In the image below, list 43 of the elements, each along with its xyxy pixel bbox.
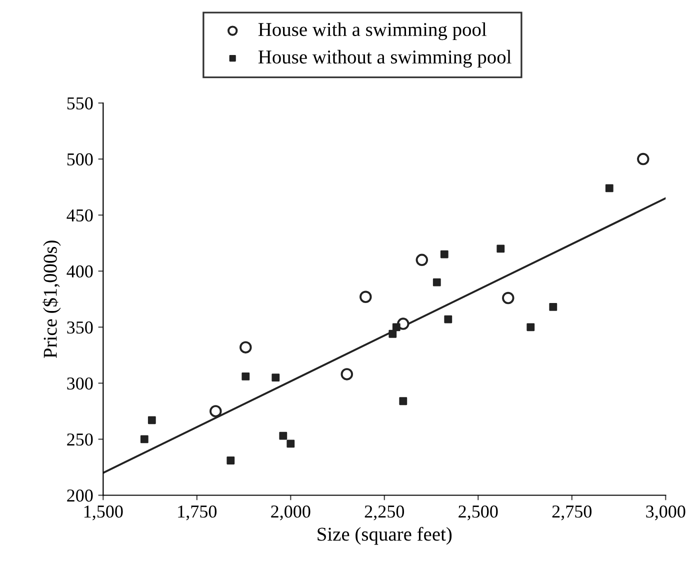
x-tick-label: 1,500 — [84, 505, 123, 520]
point — [444, 315, 452, 324]
y-tick-label: 350 — [67, 321, 93, 334]
point — [210, 405, 222, 418]
point — [526, 323, 535, 332]
point — [148, 416, 156, 424]
y-tick-label: 300 — [67, 377, 93, 390]
point — [286, 440, 295, 448]
y-tick-label: 400 — [66, 265, 93, 278]
point — [272, 374, 280, 382]
point — [416, 254, 428, 266]
point — [399, 397, 408, 406]
y-tick-label: 450 — [66, 209, 93, 222]
point — [432, 278, 441, 286]
x-tick-label: 2,250 — [364, 505, 404, 520]
x-tick-label: 2,750 — [552, 505, 592, 520]
point — [440, 250, 448, 258]
x-tick-label: 3,000 — [646, 505, 686, 520]
point — [388, 330, 397, 338]
y-tick-label: 200 — [67, 490, 93, 502]
x-tick-label: 2,000 — [271, 505, 310, 520]
legend-label: House with a swimming pool — [258, 22, 486, 40]
point — [502, 292, 514, 304]
x-tick-label: 2,500 — [458, 505, 498, 520]
point — [242, 372, 250, 380]
point — [549, 303, 558, 311]
point — [340, 368, 354, 380]
x-axis-title: Size (square feet) — [318, 526, 452, 545]
point — [496, 244, 505, 253]
point — [279, 432, 288, 440]
point — [392, 323, 400, 332]
point — [637, 152, 650, 166]
point — [605, 184, 614, 192]
y-tick-label: 550 — [67, 97, 93, 110]
x-tick-label: 1,750 — [178, 505, 217, 520]
point — [140, 435, 148, 444]
legend-label: House without a swimming pool — [258, 50, 512, 68]
y-tick-label: 500 — [67, 153, 93, 166]
point — [240, 341, 252, 354]
point — [360, 290, 372, 304]
y-tick-label: 250 — [67, 433, 93, 446]
point — [226, 456, 235, 464]
y-axis-title: Price ($1,000s) — [42, 240, 61, 358]
